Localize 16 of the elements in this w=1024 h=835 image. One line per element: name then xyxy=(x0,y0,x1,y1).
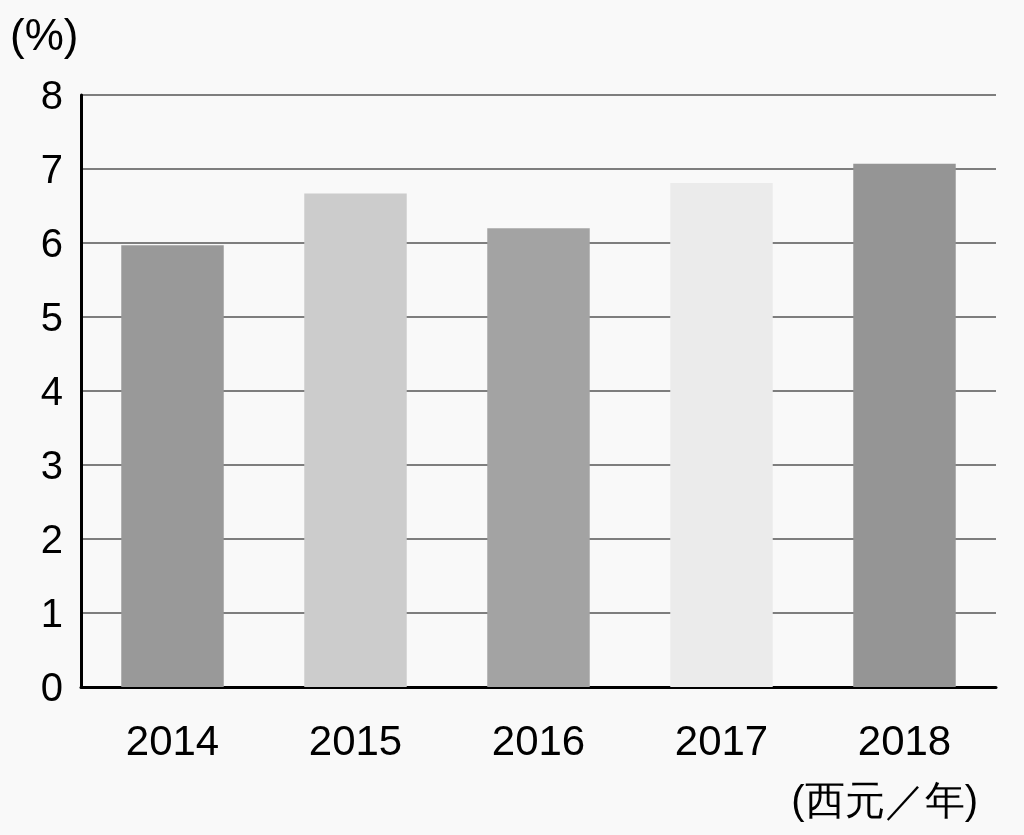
y-tick-label: 0 xyxy=(40,665,63,709)
x-tick-label: 2015 xyxy=(308,716,403,764)
y-tick-label: 5 xyxy=(40,295,63,339)
x-axis-title: (西元／年) xyxy=(791,778,978,822)
y-axis-title: (%) xyxy=(10,9,79,59)
y-tick-label: 7 xyxy=(40,147,63,191)
y-tick-label: 2 xyxy=(40,517,63,561)
y-tick-label: 1 xyxy=(40,591,63,635)
x-tick-label: 2014 xyxy=(125,716,220,764)
x-tick-label: 2016 xyxy=(491,716,586,764)
y-tick-label: 4 xyxy=(40,369,63,413)
y-tick-label: 6 xyxy=(40,221,63,265)
x-tick-label: 2017 xyxy=(674,716,769,764)
x-tick-label: 2018 xyxy=(857,716,952,764)
y-tick-label: 8 xyxy=(40,73,63,117)
y-tick-label: 3 xyxy=(40,443,63,487)
